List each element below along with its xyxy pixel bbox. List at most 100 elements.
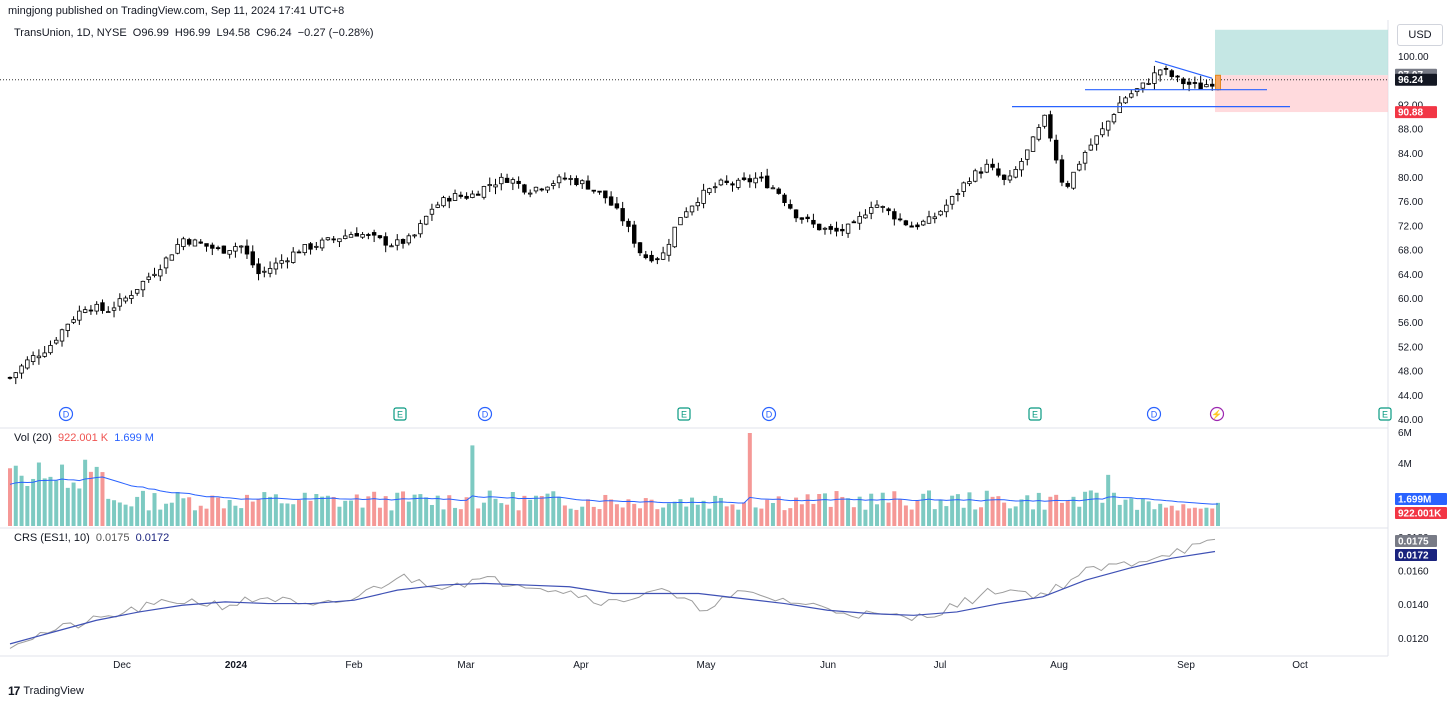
- split-marker-icon[interactable]: [1209, 406, 1225, 422]
- candle[interactable]: [383, 236, 388, 246]
- candle[interactable]: [262, 270, 267, 273]
- candle[interactable]: [244, 245, 250, 255]
- candle[interactable]: [273, 262, 279, 270]
- earnings-marker-icon[interactable]: [677, 407, 691, 421]
- candle[interactable]: [712, 186, 718, 189]
- candle[interactable]: [331, 238, 336, 241]
- candle[interactable]: [1152, 72, 1157, 84]
- candle[interactable]: [851, 221, 857, 224]
- candle[interactable]: [1146, 82, 1151, 85]
- candle[interactable]: [655, 258, 660, 261]
- candle[interactable]: [412, 234, 417, 237]
- candle[interactable]: [510, 179, 516, 184]
- candle[interactable]: [897, 218, 903, 221]
- candle[interactable]: [822, 227, 828, 230]
- earnings-marker-icon[interactable]: [393, 407, 407, 421]
- candle[interactable]: [1117, 102, 1122, 114]
- candle[interactable]: [978, 171, 984, 174]
- candle[interactable]: [186, 239, 192, 245]
- candle[interactable]: [620, 208, 625, 222]
- candle[interactable]: [1001, 174, 1007, 180]
- candle[interactable]: [192, 239, 198, 247]
- candle[interactable]: [718, 179, 724, 186]
- candle[interactable]: [816, 223, 822, 231]
- candle[interactable]: [741, 177, 747, 180]
- candle[interactable]: [608, 196, 614, 206]
- candle[interactable]: [1210, 83, 1215, 87]
- dividend-marker-icon[interactable]: [477, 406, 493, 422]
- candle[interactable]: [1181, 78, 1186, 85]
- candle[interactable]: [1030, 136, 1036, 152]
- candle[interactable]: [1077, 163, 1082, 171]
- candle[interactable]: [649, 254, 654, 262]
- candle[interactable]: [25, 359, 30, 369]
- candle[interactable]: [1094, 135, 1099, 145]
- candle[interactable]: [371, 232, 377, 236]
- candle[interactable]: [210, 244, 215, 249]
- candle[interactable]: [314, 245, 319, 248]
- candle[interactable]: [880, 206, 885, 208]
- candle[interactable]: [215, 247, 221, 250]
- candle[interactable]: [325, 237, 331, 241]
- candle[interactable]: [19, 365, 24, 374]
- candle[interactable]: [36, 355, 42, 359]
- candle[interactable]: [1163, 67, 1169, 70]
- candle[interactable]: [348, 234, 354, 238]
- candle[interactable]: [678, 217, 683, 226]
- candle[interactable]: [406, 235, 412, 244]
- candle[interactable]: [71, 319, 76, 323]
- symbol-label[interactable]: TransUnion, 1D, NYSE: [14, 27, 127, 39]
- candle[interactable]: [788, 204, 793, 209]
- candle[interactable]: [672, 226, 677, 248]
- candle[interactable]: [556, 176, 562, 184]
- candle[interactable]: [840, 228, 845, 232]
- candle[interactable]: [464, 195, 469, 199]
- target-zone[interactable]: [1215, 29, 1388, 76]
- candle[interactable]: [632, 224, 637, 244]
- candle[interactable]: [233, 246, 238, 252]
- candle[interactable]: [366, 234, 371, 236]
- candle[interactable]: [1123, 97, 1128, 104]
- candle[interactable]: [1025, 149, 1030, 160]
- candle[interactable]: [776, 188, 781, 194]
- candle[interactable]: [551, 183, 556, 186]
- candle[interactable]: [724, 180, 729, 183]
- candle[interactable]: [54, 339, 59, 344]
- candle[interactable]: [770, 187, 776, 190]
- candle[interactable]: [395, 239, 400, 246]
- candle[interactable]: [1082, 151, 1088, 164]
- candle[interactable]: [441, 197, 446, 207]
- candle[interactable]: [1198, 82, 1203, 90]
- candle[interactable]: [782, 194, 787, 203]
- candle[interactable]: [487, 184, 492, 187]
- candle[interactable]: [793, 209, 799, 219]
- candle[interactable]: [1192, 82, 1198, 84]
- candle[interactable]: [1071, 171, 1076, 189]
- candle[interactable]: [1186, 81, 1192, 85]
- candle[interactable]: [204, 243, 209, 247]
- candle[interactable]: [354, 233, 359, 237]
- candle[interactable]: [123, 297, 128, 302]
- candle[interactable]: [539, 188, 544, 191]
- candle[interactable]: [94, 303, 99, 312]
- candle[interactable]: [1053, 139, 1059, 161]
- trendline[interactable]: [1154, 60, 1213, 79]
- candle[interactable]: [42, 352, 47, 357]
- candle[interactable]: [267, 268, 273, 274]
- crs-name[interactable]: CRS (ES1!, 10): [14, 532, 90, 544]
- candle[interactable]: [863, 214, 868, 219]
- candle[interactable]: [1007, 175, 1013, 181]
- candle[interactable]: [146, 276, 151, 280]
- candle[interactable]: [568, 178, 573, 180]
- candle[interactable]: [967, 181, 972, 185]
- candle[interactable]: [227, 250, 232, 255]
- candle[interactable]: [614, 203, 620, 209]
- candle[interactable]: [522, 184, 527, 193]
- candle[interactable]: [308, 243, 313, 250]
- candle[interactable]: [533, 186, 539, 192]
- candle[interactable]: [30, 355, 36, 362]
- candle[interactable]: [291, 251, 296, 263]
- candle[interactable]: [279, 260, 284, 264]
- candle[interactable]: [111, 307, 117, 311]
- candle[interactable]: [400, 238, 406, 244]
